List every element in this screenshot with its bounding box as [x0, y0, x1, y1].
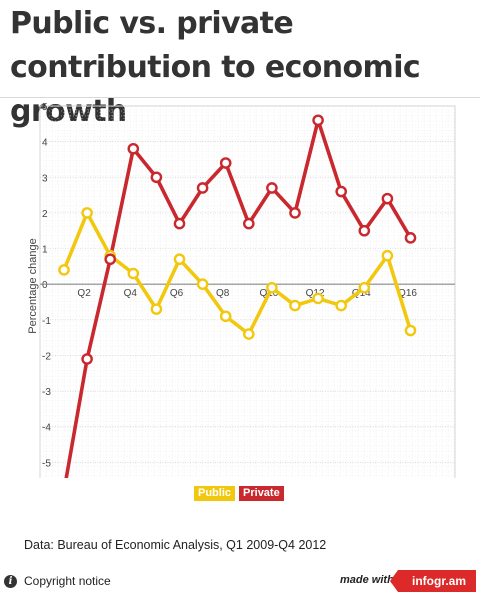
- made-with-label: made with: [340, 574, 394, 586]
- y-tick-label: 0: [42, 280, 48, 291]
- data-point-public[interactable]: [289, 299, 301, 312]
- x-tick-label: Q14: [352, 288, 371, 299]
- data-point-public[interactable]: [81, 207, 93, 219]
- infogram-brand-link[interactable]: infogr.am: [389, 570, 477, 592]
- data-point-public[interactable]: [173, 253, 186, 266]
- series-line-private: [64, 118, 413, 478]
- copyright-label: Copyright notice: [24, 574, 111, 588]
- x-tick-label: Q16: [398, 288, 417, 299]
- x-tick-label: Q2: [77, 288, 91, 299]
- info-icon: i: [4, 574, 17, 588]
- data-point-public[interactable]: [150, 303, 163, 315]
- data-point-private[interactable]: [104, 253, 116, 266]
- series-line-public: [62, 211, 413, 336]
- data-point-private[interactable]: [196, 182, 209, 194]
- data-point-private[interactable]: [219, 157, 232, 169]
- y-tick-label: -3: [42, 387, 51, 398]
- y-tick-label: -2: [42, 351, 51, 362]
- data-point-public[interactable]: [404, 324, 417, 337]
- y-axis-label: Percentage change: [27, 238, 39, 333]
- y-tick-label: 5: [42, 102, 48, 113]
- chart-legend: Public Private: [194, 486, 284, 501]
- data-point-public[interactable]: [196, 278, 209, 290]
- data-point-private[interactable]: [242, 217, 255, 230]
- data-point-private[interactable]: [312, 114, 324, 127]
- data-point-public[interactable]: [219, 310, 232, 323]
- data-point-public[interactable]: [312, 292, 324, 305]
- data-point-public[interactable]: [381, 249, 394, 262]
- data-point-private[interactable]: [81, 353, 93, 365]
- data-point-public[interactable]: [358, 281, 371, 294]
- chart-title: Public vs. private contribution to econo…: [10, 6, 421, 129]
- y-tick-label: -4: [42, 423, 51, 434]
- data-point-public[interactable]: [242, 328, 255, 340]
- data-point-private[interactable]: [404, 232, 417, 244]
- legend-item-private: Private: [239, 486, 284, 501]
- data-point-private[interactable]: [150, 171, 163, 184]
- data-point-private[interactable]: [266, 182, 278, 194]
- data-point-private[interactable]: [127, 142, 140, 155]
- data-point-private[interactable]: [289, 207, 301, 219]
- title-divider: [0, 97, 480, 98]
- y-tick-label: -1: [42, 316, 51, 327]
- data-point-public[interactable]: [58, 264, 70, 276]
- data-point-private[interactable]: [173, 217, 186, 230]
- y-tick-label: 4: [42, 138, 48, 149]
- x-tick-label: Q6: [170, 288, 184, 299]
- copyright-notice[interactable]: i Copyright notice: [4, 574, 111, 588]
- y-tick-label: 3: [42, 173, 48, 184]
- x-tick-label: Q4: [124, 288, 138, 299]
- x-tick-label: Q8: [216, 288, 230, 299]
- data-point-private[interactable]: [381, 192, 394, 205]
- y-tick-label: 1: [42, 245, 48, 256]
- data-point-public[interactable]: [127, 267, 140, 280]
- data-point-public[interactable]: [335, 299, 348, 312]
- data-point-public[interactable]: [266, 281, 278, 294]
- source-note: Data: Bureau of Economic Analysis, Q1 20…: [24, 538, 327, 552]
- y-tick-label: 2: [42, 209, 48, 220]
- legend-item-public: Public: [194, 486, 236, 501]
- chart-series: [58, 114, 417, 478]
- data-point-private[interactable]: [358, 224, 371, 237]
- y-tick-label: -5: [42, 458, 51, 469]
- data-point-private[interactable]: [335, 185, 348, 198]
